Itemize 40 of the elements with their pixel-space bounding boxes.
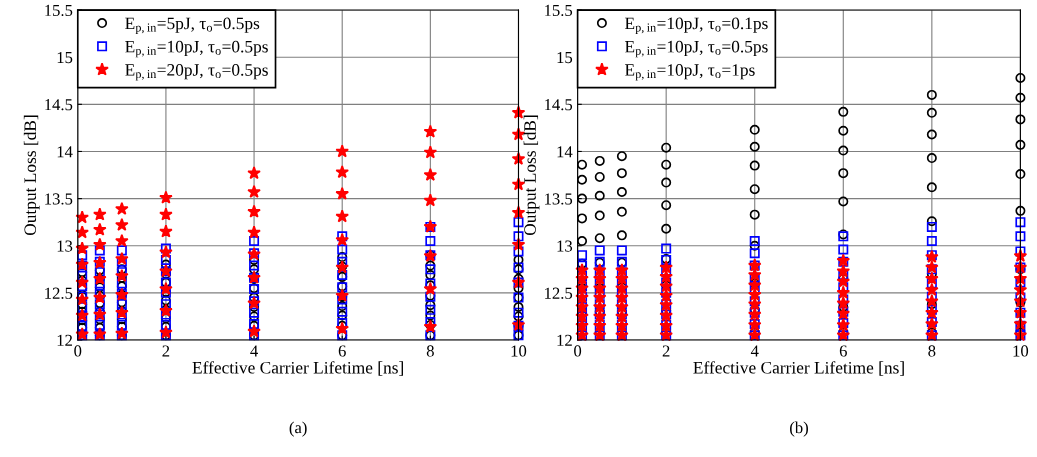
y-tick-label: 15.5 — [545, 4, 573, 17]
y-tick-label: 12.5 — [45, 287, 73, 299]
x-tick-label: 10 — [1013, 345, 1029, 357]
x-tick-label: 2 — [162, 345, 170, 357]
x-axis-title: Effective Carrier Lifetime [ns] — [192, 361, 403, 376]
y-tick-label: 12 — [557, 334, 572, 346]
y-axis-title: Output Loss [dB] — [523, 115, 540, 236]
y-tick-label: 12 — [57, 334, 72, 346]
y-tick-label: 14.5 — [545, 99, 573, 111]
y-tick-label: 15 — [557, 51, 573, 64]
y-tick-label: 12.5 — [545, 287, 573, 299]
y-tick-label: 13.5 — [545, 193, 573, 205]
x-axis-title: Effective Carrier Lifetime [ns] — [693, 361, 904, 376]
x-tick-label: 8 — [928, 345, 936, 357]
y-tick-label: 15.5 — [45, 4, 73, 17]
y-tick-label: 14 — [57, 146, 73, 158]
x-tick-label: 0 — [74, 345, 82, 357]
x-tick-label: 8 — [426, 345, 434, 357]
x-tick-label: 0 — [574, 345, 582, 357]
y-tick-label: 15 — [57, 51, 73, 64]
legend-label: E$_{p,in}$=5pJ, τ$_{o}$=0.5ps — [125, 17, 260, 35]
legend-label: E$_{p,in}$=20pJ, τ$_{o}$=0.5ps — [125, 64, 268, 81]
y-tick-label: 14.5 — [45, 99, 73, 111]
y-tick-label: 14 — [557, 146, 573, 158]
x-tick-label: 4 — [750, 345, 759, 357]
x-tick-label: 2 — [662, 345, 670, 357]
legend-label: E$_{p,in}$=10pJ, τ$_{o}$=1ps — [624, 64, 755, 81]
y-tick-label: 13.5 — [45, 193, 73, 205]
x-tick-label: 6 — [338, 345, 346, 357]
legend-label: E$_{p,in}$=10pJ, τ$_{o}$=0.1ps — [624, 17, 768, 35]
legend-label: E$_{p,in}$=10pJ, τ$_{o}$=0.5ps — [624, 40, 768, 58]
legend-label: E$_{p,in}$=10pJ, τ$_{o}$=0.5ps — [125, 40, 268, 58]
x-tick-label: 4 — [250, 345, 258, 357]
y-tick-label: 13 — [57, 240, 73, 252]
x-tick-label: 10 — [511, 345, 527, 357]
y-tick-label: 13 — [557, 240, 573, 252]
x-tick-label: 6 — [839, 345, 847, 357]
text: (b) — [790, 421, 808, 437]
y-axis-title: Output Loss [dB] — [23, 115, 40, 236]
text: (a) — [289, 421, 307, 437]
